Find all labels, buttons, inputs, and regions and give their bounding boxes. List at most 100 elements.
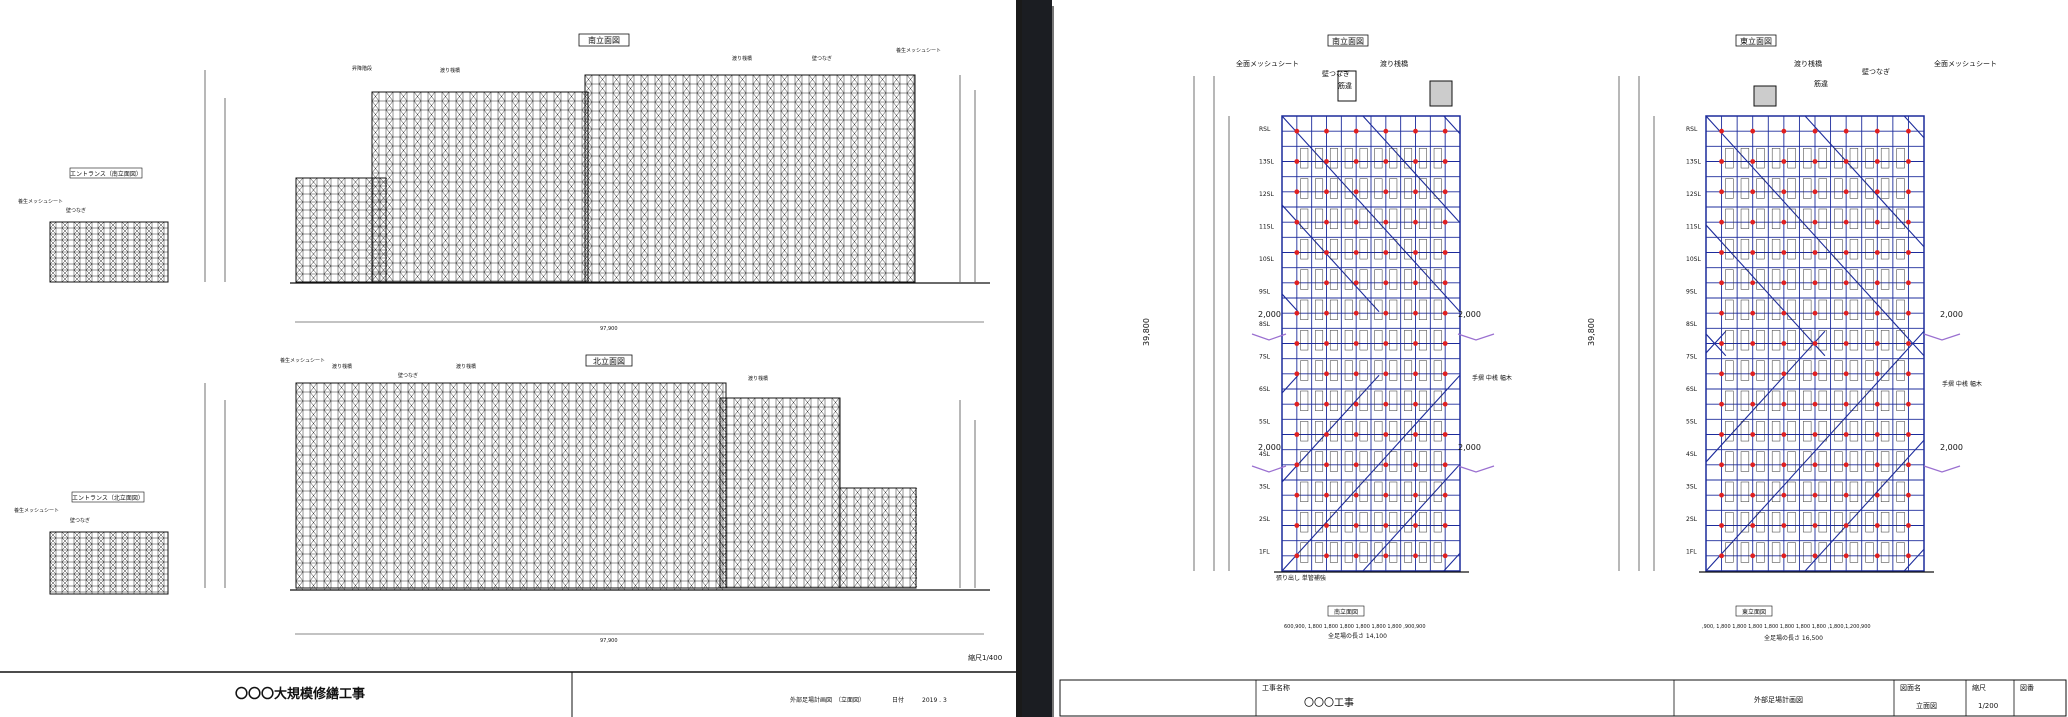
- floor-level-label: 2SL: [1686, 516, 1698, 523]
- wall-tie-marker: [1781, 553, 1787, 559]
- wall-tie-marker: [1906, 553, 1911, 559]
- window-outline: [1389, 512, 1398, 533]
- south-elevation-title: 南立面図: [1332, 36, 1364, 46]
- wall-tie-marker: [1442, 250, 1448, 255]
- window-outline: [1374, 360, 1383, 381]
- window-outline: [1896, 208, 1905, 229]
- window-outline: [1880, 208, 1890, 229]
- window-outline: [1300, 299, 1309, 320]
- floor-level-label: 13SL: [1259, 159, 1274, 166]
- wall-tie-marker: [1324, 280, 1329, 286]
- window-outline: [1374, 421, 1383, 442]
- wall-tie-marker: [1383, 189, 1389, 195]
- window-outline: [1315, 542, 1324, 563]
- window-outline: [1725, 208, 1734, 229]
- wall-tie-marker: [1906, 159, 1911, 164]
- viewer-split-divider[interactable]: [1022, 0, 1052, 717]
- south-wall-tie-label: 壁つなぎ: [1322, 69, 1350, 78]
- wall-tie-marker: [1413, 432, 1418, 437]
- window-outline: [1771, 421, 1781, 442]
- floor-level-label: 5SL: [1259, 419, 1271, 426]
- entrance-south-building: [49, 221, 169, 283]
- south-dim-2000-lower: 2,000: [1258, 443, 1281, 452]
- wall-tie-marker: [1442, 401, 1448, 407]
- floor-level-label: 6SL: [1259, 386, 1271, 393]
- window-outline: [1818, 178, 1827, 199]
- wall-tie-marker: [1383, 523, 1389, 528]
- window-outline: [1771, 360, 1781, 381]
- window-outline: [1771, 542, 1781, 563]
- window-outline: [1433, 421, 1442, 442]
- wall-tie-marker: [1812, 371, 1818, 377]
- wall-tie-marker: [1843, 250, 1849, 255]
- wall-tie-marker: [1383, 553, 1389, 559]
- window-outline: [1433, 451, 1442, 472]
- window-outline: [1803, 148, 1812, 169]
- window-outline: [1880, 269, 1890, 290]
- wall-tie-marker: [1294, 553, 1300, 559]
- window-outline: [1834, 299, 1843, 320]
- wall-tie-marker: [1781, 492, 1787, 498]
- south-total-height: 39,800: [1142, 318, 1151, 346]
- window-outline: [1834, 148, 1843, 169]
- window-outline: [1818, 239, 1827, 260]
- building-outline: [584, 74, 916, 283]
- floor-level-label: 10SL: [1686, 256, 1701, 263]
- wall-tie-marker: [1719, 280, 1724, 286]
- south-bridge-label: 渡り桟橋: [440, 67, 460, 74]
- window-outline: [1834, 330, 1843, 351]
- window-outline: [1418, 299, 1427, 320]
- building-outline: [295, 382, 727, 589]
- wall-tie-marker: [1750, 159, 1756, 164]
- wall-tie-marker: [1353, 341, 1359, 346]
- wall-tie-marker: [1353, 371, 1359, 377]
- window-outline: [1374, 239, 1383, 260]
- east-bottom-dims: ,900, 1,800 1,800 1,800 1,800 1,800 1,80…: [1702, 624, 1871, 630]
- window-outline: [1300, 208, 1309, 229]
- scaffold-hatch: [49, 531, 168, 594]
- wall-tie-marker: [1294, 250, 1300, 255]
- wall-tie-marker: [1353, 432, 1359, 437]
- window-outline: [1849, 421, 1859, 442]
- floor-level-label: 11SL: [1686, 224, 1701, 231]
- floor-level-label: 8SL: [1686, 321, 1698, 328]
- south-handrail-note: 手摺 中桟 幅木: [1472, 374, 1512, 382]
- window-outline: [1865, 360, 1874, 381]
- window-outline: [1896, 542, 1905, 563]
- window-outline: [1803, 360, 1812, 381]
- window-outline: [1740, 421, 1750, 442]
- window-outline: [1433, 148, 1442, 169]
- window-outline: [1315, 148, 1324, 169]
- floor-level-label: 8SL: [1259, 321, 1271, 328]
- window-outline: [1374, 330, 1383, 351]
- wall-tie-marker: [1812, 462, 1818, 468]
- south-overhang-note: 張り出し 単管補強: [1276, 574, 1326, 582]
- wall-tie-marker: [1383, 462, 1389, 468]
- floor-level-label: 7SL: [1686, 354, 1698, 361]
- safety-net: [1457, 333, 1495, 341]
- south-bottom-label-box: [1327, 605, 1365, 617]
- window-outline: [1818, 512, 1827, 533]
- wall-tie-marker: [1750, 462, 1756, 468]
- window-outline: [1344, 421, 1353, 442]
- wall-tie-marker: [1906, 401, 1911, 407]
- entrance-north-building: [49, 531, 169, 595]
- wall-tie-marker: [1353, 159, 1359, 164]
- wall-tie-marker: [1781, 371, 1787, 377]
- window-outline: [1849, 512, 1859, 533]
- window-outline: [1865, 421, 1874, 442]
- north-bridge-label-3: 渡り桟橋: [748, 375, 768, 382]
- south-bridge-label: 渡り桟橋: [1380, 59, 1408, 68]
- wall-tie-marker: [1874, 432, 1880, 437]
- wall-tie-marker: [1843, 371, 1849, 377]
- south-elevation-title-box: [1327, 34, 1369, 47]
- window-outline: [1418, 481, 1427, 502]
- wall-tie-marker: [1294, 159, 1300, 164]
- wall-tie-marker: [1812, 432, 1818, 437]
- east-scaffold-grid: [1705, 85, 1961, 572]
- window-outline: [1404, 421, 1413, 442]
- window-outline: [1880, 360, 1890, 381]
- window-outline: [1834, 208, 1843, 229]
- window-outline: [1329, 178, 1338, 199]
- wall-tie-marker: [1294, 401, 1300, 407]
